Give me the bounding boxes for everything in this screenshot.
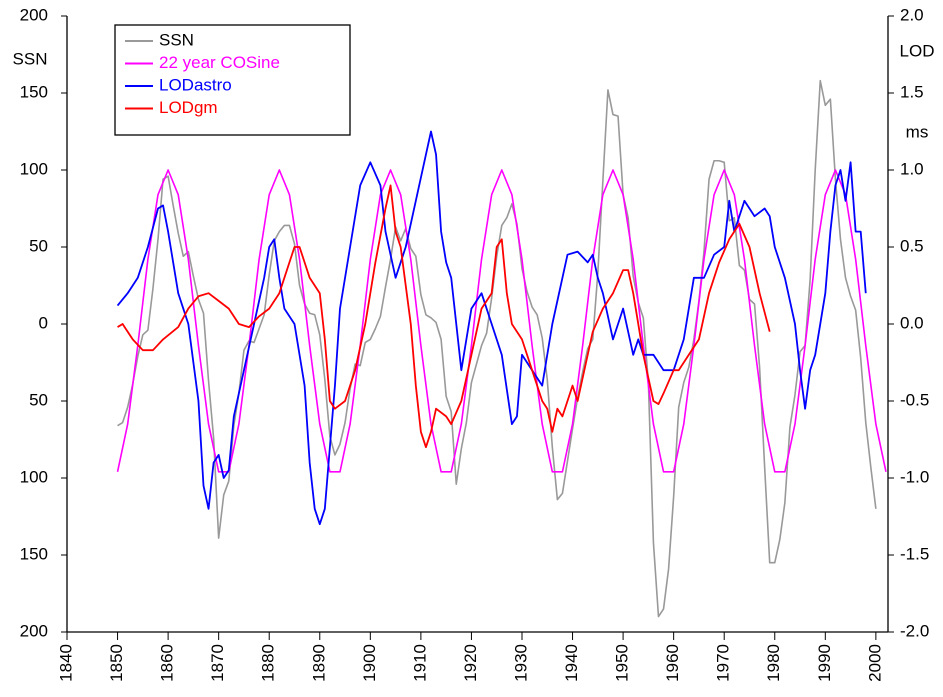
y2-tick-label: 1.5 bbox=[900, 82, 924, 101]
y-tick-label: 100 bbox=[20, 467, 48, 486]
y-tick-label: 50 bbox=[29, 390, 48, 409]
legend-label: LODgm bbox=[159, 98, 218, 117]
x-tick-label: 1900 bbox=[360, 644, 379, 682]
x-tick-label: 1890 bbox=[309, 644, 328, 682]
series-line bbox=[117, 79, 877, 618]
legend-label: SSN bbox=[159, 30, 194, 49]
x-tick-label: 1850 bbox=[107, 644, 126, 682]
x-tick-label: 1990 bbox=[815, 644, 834, 682]
x-tick-label: 1960 bbox=[663, 644, 682, 682]
y2-tick-label: -1.5 bbox=[900, 544, 929, 563]
legend: SSN 22 year COSine LODastro LODgm bbox=[114, 24, 351, 136]
y2-tick-label: -0.5 bbox=[900, 390, 929, 409]
x-tick-label: 1910 bbox=[410, 644, 429, 682]
y-tick-label: 200 bbox=[20, 621, 48, 640]
legend-label: 22 year COSine bbox=[159, 53, 280, 72]
legend-box bbox=[114, 24, 351, 136]
x-tick-label: 1840 bbox=[56, 644, 75, 682]
y2-tick-label: 0.5 bbox=[900, 236, 924, 255]
series-line bbox=[117, 184, 771, 449]
y2-axis-unit: ms bbox=[906, 122, 929, 141]
y2-axis-title: LOD bbox=[900, 41, 935, 60]
x-tick-label: 1950 bbox=[613, 644, 632, 682]
y2-tick-label: -1.0 bbox=[900, 467, 929, 486]
x-tick-label: 1930 bbox=[511, 644, 530, 682]
x-tick-label: 1940 bbox=[562, 644, 581, 682]
y-tick-label: 150 bbox=[20, 544, 48, 563]
x-tick-label: 1980 bbox=[764, 644, 783, 682]
y-tick-label: 150 bbox=[20, 82, 48, 101]
y-tick-label: 50 bbox=[29, 236, 48, 255]
y-axis-title: SSN bbox=[13, 49, 48, 68]
y-tick-label: 200 bbox=[20, 5, 48, 24]
y2-tick-label: 1.0 bbox=[900, 159, 924, 178]
series-line bbox=[116, 130, 867, 526]
x-tick-label: 1870 bbox=[208, 644, 227, 682]
y-tick-label: 100 bbox=[20, 159, 48, 178]
x-tick-label: 1860 bbox=[158, 644, 177, 682]
y2-tick-label: 2.0 bbox=[900, 5, 924, 24]
x-tick-label: 1880 bbox=[259, 644, 278, 682]
legend-label: LODastro bbox=[159, 75, 232, 94]
x-tick-label: 2000 bbox=[865, 644, 884, 682]
x-tick-label: 1920 bbox=[461, 644, 480, 682]
y2-tick-label: -2.0 bbox=[900, 621, 929, 640]
y2-tick-label: 0.0 bbox=[900, 313, 924, 332]
x-tick-label: 1970 bbox=[714, 644, 733, 682]
series-line bbox=[116, 169, 887, 473]
y-tick-label: 0 bbox=[39, 313, 48, 332]
